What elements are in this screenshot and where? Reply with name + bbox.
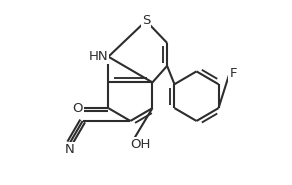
Text: OH: OH <box>131 138 151 151</box>
Text: S: S <box>142 14 150 27</box>
Text: O: O <box>72 102 83 115</box>
Text: HN: HN <box>89 50 108 63</box>
Text: F: F <box>230 67 237 80</box>
Text: N: N <box>65 143 75 156</box>
